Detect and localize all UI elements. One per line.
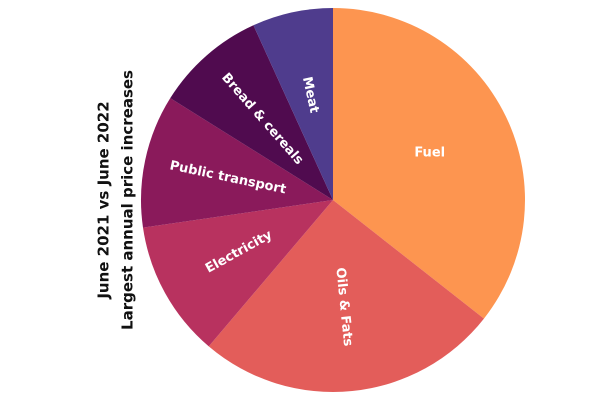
slice-label: Fuel — [414, 146, 445, 161]
pie-slice — [333, 8, 525, 319]
chart-title: Largest annual price increases — [119, 70, 137, 330]
pie-slice — [253, 7, 333, 200]
pie-slice — [141, 98, 333, 228]
pie-slice — [208, 200, 484, 392]
pie-slice — [170, 25, 333, 200]
pie-slice — [143, 200, 333, 347]
chart-subtitle: June 2021 vs June 2022 — [95, 101, 113, 299]
